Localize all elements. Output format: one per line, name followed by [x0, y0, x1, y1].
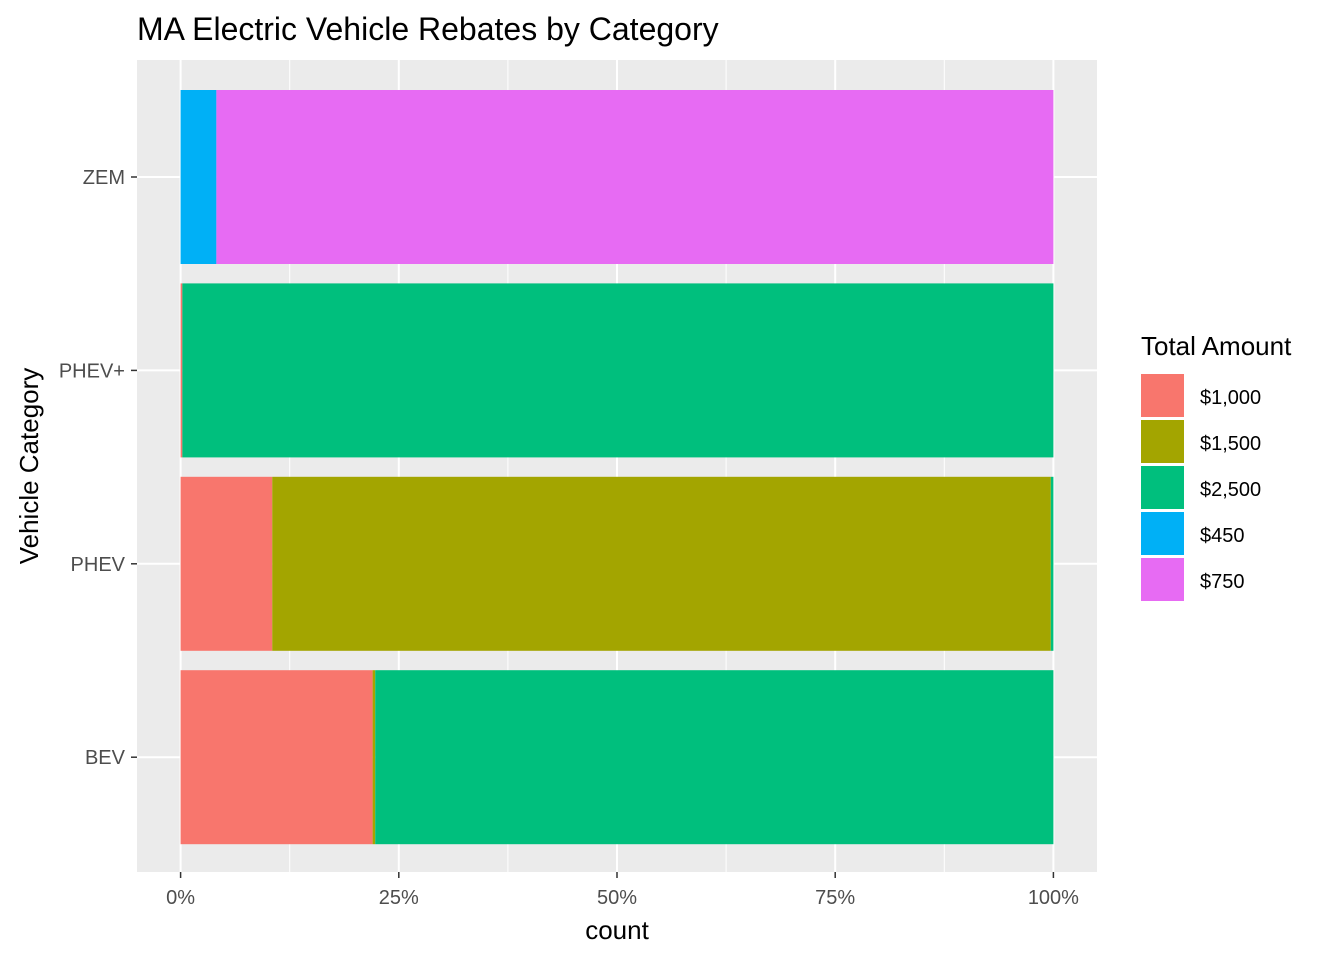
legend-key	[1141, 420, 1184, 463]
x-tick-label: 50%	[597, 887, 637, 909]
legend-label: $750	[1200, 571, 1245, 593]
bar-segment	[182, 283, 1054, 458]
y-tick-label: ZEM	[83, 167, 125, 189]
bar-segment	[180, 670, 373, 845]
x-tick-label: 25%	[379, 887, 419, 909]
legend-key	[1141, 374, 1184, 417]
bar-segment	[180, 90, 217, 264]
y-tick-label: PHEV+	[59, 360, 125, 382]
legend-label: $1,000	[1200, 387, 1261, 409]
bar-segment	[180, 476, 273, 651]
legend: $1,000 $1,500 $2,500 $450 $750	[1141, 374, 1261, 601]
bar-segment	[1050, 476, 1054, 651]
legend-label: $1,500	[1200, 433, 1261, 455]
legend-title: Total Amount	[1141, 331, 1292, 361]
bars	[180, 90, 1054, 845]
bar-segment	[216, 90, 1054, 264]
legend-key	[1141, 466, 1184, 509]
y-tick-label: PHEV	[71, 554, 126, 576]
legend-key	[1141, 512, 1184, 555]
bar-segment	[180, 283, 183, 458]
y-axis-title: Vehicle Category	[14, 368, 44, 565]
y-tick-label: BEV	[85, 747, 126, 769]
legend-label: $2,500	[1200, 479, 1261, 501]
bar-segment	[272, 476, 1051, 651]
legend-label: $450	[1200, 525, 1245, 547]
legend-key	[1141, 558, 1184, 601]
bar-segment	[375, 670, 1054, 845]
bar-segment	[372, 670, 376, 845]
chart-title: MA Electric Vehicle Rebates by Category	[137, 11, 719, 47]
x-tick-label: 0%	[166, 887, 195, 909]
x-tick-label: 75%	[815, 887, 855, 909]
axes: 0% 25% 50% 75% 100% ZEM PHEV+ PHEV BEV	[59, 167, 1079, 909]
x-axis-title: count	[585, 915, 649, 945]
x-tick-label: 100%	[1028, 887, 1079, 909]
